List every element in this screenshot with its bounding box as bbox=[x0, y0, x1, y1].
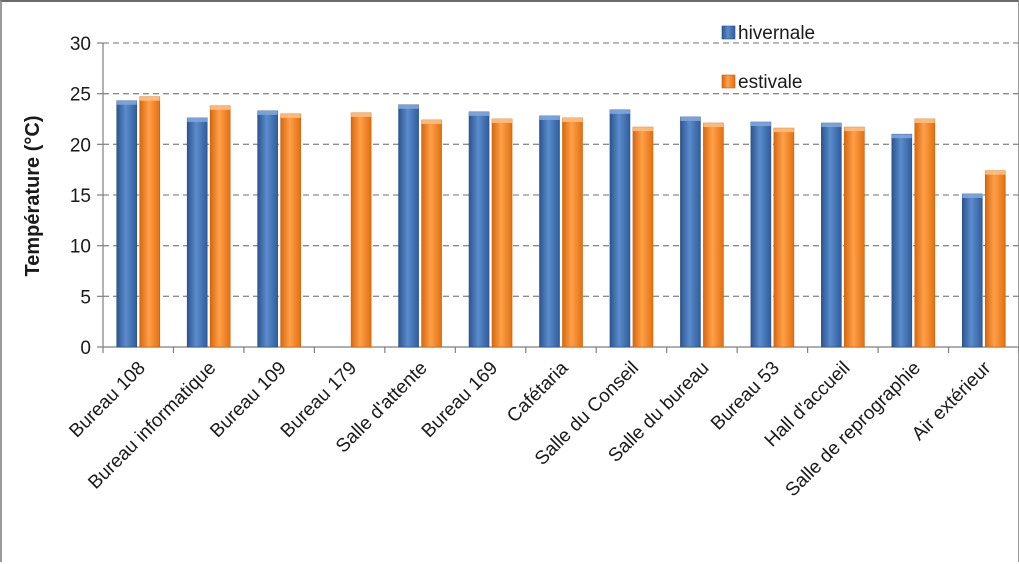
bar-top-bevel bbox=[257, 110, 278, 115]
bar-top-bevel bbox=[139, 96, 160, 101]
bar-hivernale bbox=[116, 100, 138, 348]
bar-top-bevel bbox=[985, 170, 1006, 175]
bar-hivernale bbox=[750, 121, 772, 348]
y-tick-label: 0 bbox=[80, 338, 91, 359]
x-tick-label: Bureau 169 bbox=[418, 358, 502, 442]
bar-top-bevel bbox=[116, 100, 137, 105]
bar-top-bevel bbox=[844, 127, 865, 132]
bar-estivale bbox=[491, 118, 513, 348]
bar-hivernale bbox=[468, 111, 490, 348]
bar-top-bevel bbox=[703, 123, 724, 128]
bar-top-bevel bbox=[632, 127, 653, 132]
bar-hivernale bbox=[891, 133, 913, 348]
bar-top-bevel bbox=[680, 116, 701, 121]
bar-estivale bbox=[773, 127, 795, 348]
bar-estivale bbox=[280, 113, 301, 348]
bar-top-bevel bbox=[539, 115, 560, 120]
bar-top-bevel bbox=[562, 117, 583, 122]
bar-top-bevel bbox=[750, 122, 771, 127]
bar-hivernale bbox=[186, 117, 208, 348]
bar-top-bevel bbox=[914, 119, 935, 123]
bar-estivale bbox=[209, 105, 231, 348]
bar-hivernale bbox=[961, 193, 983, 348]
y-tick-label: 30 bbox=[70, 34, 91, 55]
bar-estivale bbox=[984, 170, 1006, 348]
bar-top-bevel bbox=[351, 112, 372, 117]
bar-top-bevel bbox=[609, 109, 630, 114]
legend-swatch-estivale bbox=[721, 74, 736, 89]
bar-estivale bbox=[632, 126, 654, 348]
bar-estivale bbox=[562, 117, 583, 348]
bar-top-bevel bbox=[962, 193, 983, 198]
bar-estivale bbox=[350, 112, 372, 348]
bar-top-bevel bbox=[492, 119, 513, 123]
bar-estivale bbox=[844, 126, 865, 348]
bar-hivernale bbox=[680, 116, 701, 348]
legend-swatch-hivernale bbox=[721, 25, 736, 40]
y-tick-labels: 0 5 10 15 20 25 30 bbox=[70, 34, 91, 359]
axes bbox=[97, 42, 1019, 353]
y-tick-label: 20 bbox=[70, 135, 91, 156]
y-tick-label: 5 bbox=[80, 287, 91, 308]
bar-top-bevel bbox=[421, 120, 442, 125]
x-tick-label: Cafétaria bbox=[503, 357, 573, 427]
bars bbox=[116, 96, 1006, 348]
bar-estivale bbox=[914, 118, 936, 348]
y-tick-label: 25 bbox=[70, 85, 91, 106]
bar-estivale bbox=[139, 96, 161, 348]
legend-label-hivernale: hivernale bbox=[738, 23, 815, 44]
y-tick-label: 15 bbox=[70, 186, 91, 207]
bar-hivernale bbox=[257, 110, 278, 348]
bar-top-bevel bbox=[210, 105, 231, 110]
legend-label-estivale: estivale bbox=[738, 72, 802, 93]
x-tick-label: Bureau 53 bbox=[707, 358, 784, 435]
bar-top-bevel bbox=[398, 104, 419, 109]
bar-hivernale bbox=[539, 115, 560, 348]
bar-top-bevel bbox=[280, 113, 301, 118]
legend: hivernale estivale bbox=[721, 23, 815, 93]
bar-top-bevel bbox=[821, 123, 842, 128]
bar-estivale bbox=[421, 119, 442, 348]
bar-estivale bbox=[703, 122, 724, 348]
bar-top-bevel bbox=[469, 111, 490, 116]
bar-top-bevel bbox=[187, 117, 208, 122]
bar-top-bevel bbox=[773, 128, 794, 133]
x-tick-label: Salle de reprographie bbox=[782, 358, 925, 501]
bar-hivernale bbox=[609, 109, 631, 348]
y-axis-label: Température (°C) bbox=[22, 116, 44, 277]
x-tick-label: Bureau informatique bbox=[84, 358, 220, 494]
bar-top-bevel bbox=[891, 134, 912, 139]
gridlines bbox=[103, 42, 1019, 297]
bar-hivernale bbox=[821, 122, 842, 348]
bar-hivernale bbox=[398, 104, 419, 348]
y-tick-label: 10 bbox=[70, 237, 91, 258]
